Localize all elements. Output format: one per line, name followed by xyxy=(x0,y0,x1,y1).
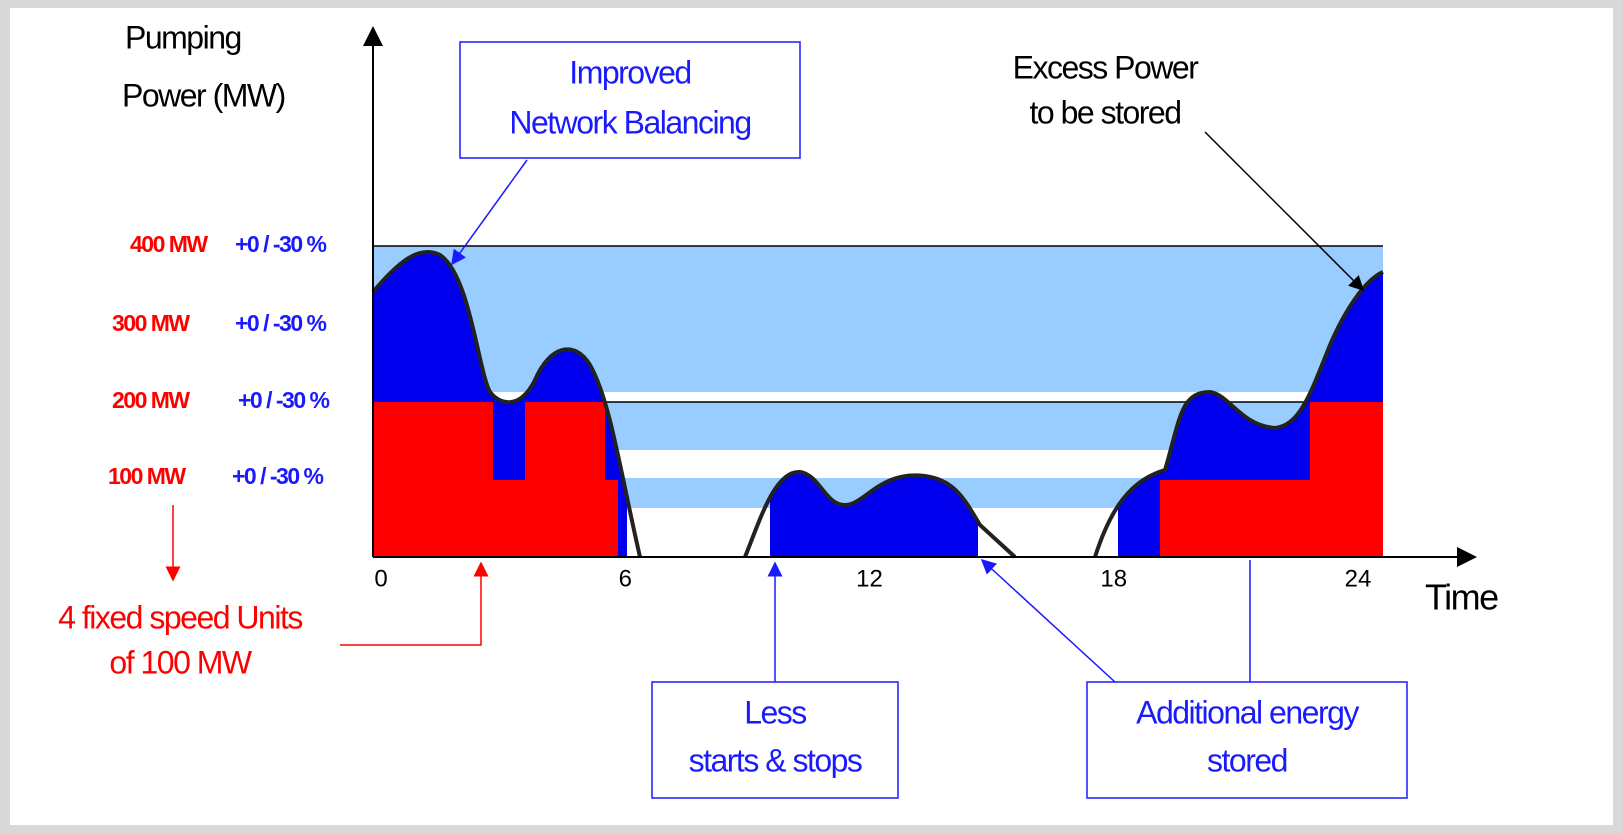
note-box xyxy=(459,41,801,159)
level-tolerance: +0 / -30 % xyxy=(238,387,330,413)
note: Network Balancing xyxy=(509,104,750,140)
note: Additional energy xyxy=(1136,694,1359,730)
note: Excess Power xyxy=(1013,49,1200,85)
fixed-units xyxy=(373,402,1383,557)
x-tick-label: 12 xyxy=(856,565,883,592)
level-tolerance: +0 / -30 % xyxy=(235,310,327,336)
y-axis-label: Pumping xyxy=(125,19,241,55)
level-power: 400 MW xyxy=(130,231,208,257)
demand-curve xyxy=(371,249,1384,559)
note-box xyxy=(1086,681,1408,799)
x-tick-label: 24 xyxy=(1345,565,1372,592)
arrows xyxy=(165,131,1365,683)
level-power: 300 MW xyxy=(112,310,190,336)
level-tolerance: +0 / -30 % xyxy=(232,463,324,489)
level-power: 100 MW xyxy=(108,463,186,489)
x-tick-label: 18 xyxy=(1100,565,1127,592)
level-tolerance: +0 / -30 % xyxy=(235,231,327,257)
x-tick-label: 0 xyxy=(374,565,387,592)
x-tick-label: 6 xyxy=(619,565,632,592)
note-box xyxy=(651,681,899,799)
note: Less xyxy=(744,694,806,730)
x-axis-label: Time xyxy=(1425,577,1498,618)
note: stored xyxy=(1207,742,1287,778)
note: starts & stops xyxy=(689,742,862,778)
note: 4 fixed speed Units xyxy=(58,599,302,635)
note: Improved xyxy=(569,54,690,90)
note: to be stored xyxy=(1030,94,1181,130)
y-axis-label: Power (MW) xyxy=(122,77,285,113)
level-power: 200 MW xyxy=(112,387,190,413)
note: of 100 MW xyxy=(109,644,253,680)
